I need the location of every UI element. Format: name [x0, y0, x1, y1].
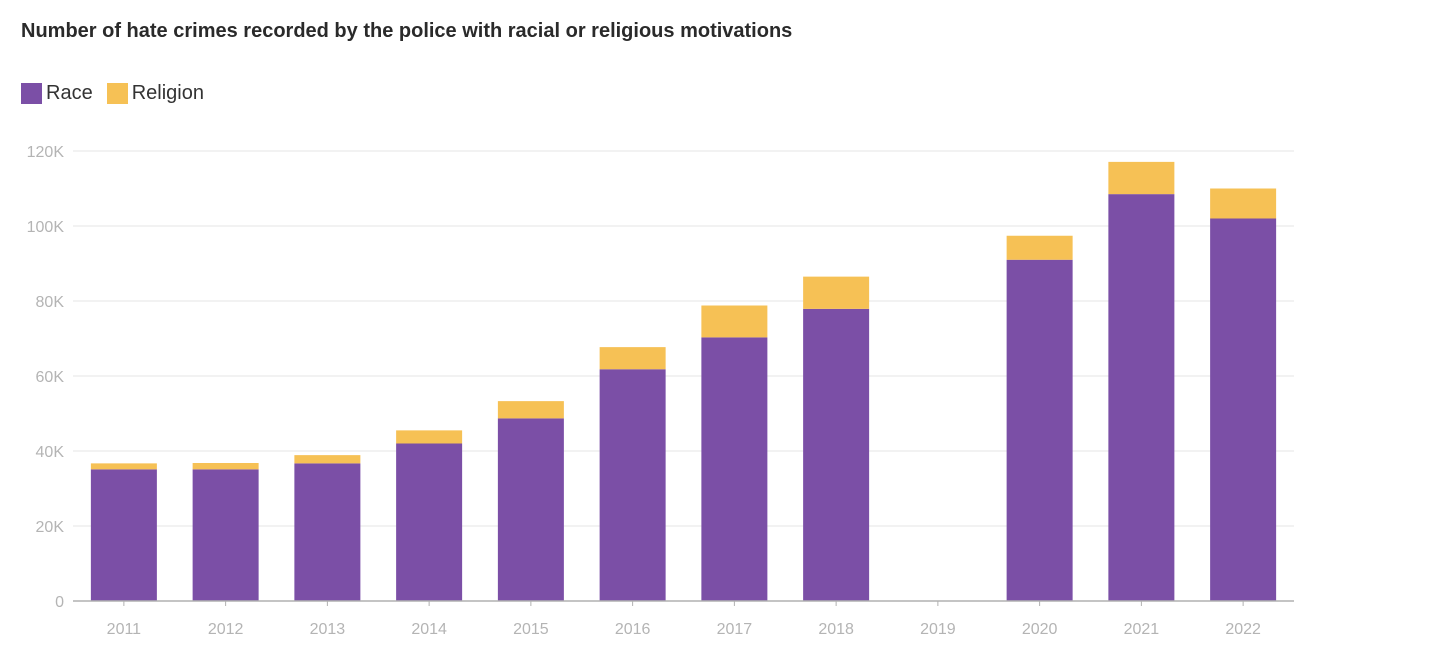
legend-label-religion: Religion	[131, 82, 204, 104]
chart-title: Number of hate crimes recorded by the po…	[21, 20, 793, 42]
x-tick-label: 2020	[1022, 621, 1058, 638]
y-tick-label: 80K	[36, 294, 65, 311]
bar-religion	[1210, 188, 1277, 219]
legend-swatch-religion	[106, 83, 128, 104]
bar-religion	[1006, 235, 1073, 260]
x-tick-label: 2021	[1124, 621, 1160, 638]
y-tick-label: 60K	[36, 369, 65, 386]
bar-race	[701, 337, 768, 601]
bar-race	[396, 443, 463, 601]
bar-religion	[803, 276, 870, 309]
bar-religion	[90, 463, 157, 470]
bar-religion	[599, 347, 666, 370]
bar-race	[192, 469, 259, 601]
legend-label-race: Race	[46, 82, 93, 104]
y-tick-label: 120K	[27, 144, 65, 161]
x-tick-label: 2016	[615, 621, 651, 638]
x-tick-label: 2019	[920, 621, 956, 638]
y-tick-label: 0	[55, 594, 64, 611]
x-tick-label: 2013	[310, 621, 346, 638]
y-tick-label: 20K	[36, 519, 65, 536]
x-tick-label: 2012	[208, 621, 244, 638]
bar-religion	[497, 401, 564, 419]
legend-item-religion: Religion	[106, 82, 204, 105]
y-tick-label: 100K	[27, 219, 65, 236]
bar-religion	[1108, 161, 1175, 195]
bar-race	[599, 369, 666, 601]
bar-race	[1108, 194, 1175, 601]
y-tick-label: 40K	[36, 444, 65, 461]
legend-swatch-race	[21, 83, 42, 104]
bar-religion	[192, 463, 259, 470]
x-tick-label: 2011	[107, 621, 142, 638]
bar-race	[803, 308, 870, 601]
legend-item-race: Race	[21, 82, 93, 105]
x-tick-label: 2017	[717, 621, 753, 638]
bar-religion	[294, 455, 361, 464]
x-tick-label: 2022	[1225, 621, 1261, 638]
bar-race	[497, 418, 564, 601]
bar-race	[294, 463, 361, 601]
bar-race	[90, 469, 157, 601]
legend: Race Religion	[21, 82, 204, 105]
x-tick-label: 2015	[513, 621, 549, 638]
bar-race	[1210, 218, 1277, 601]
bar-religion	[396, 430, 463, 444]
bar-race	[1006, 259, 1073, 601]
x-tick-label: 2014	[411, 621, 447, 638]
x-tick-label: 2018	[818, 621, 854, 638]
bar-religion	[701, 305, 768, 338]
